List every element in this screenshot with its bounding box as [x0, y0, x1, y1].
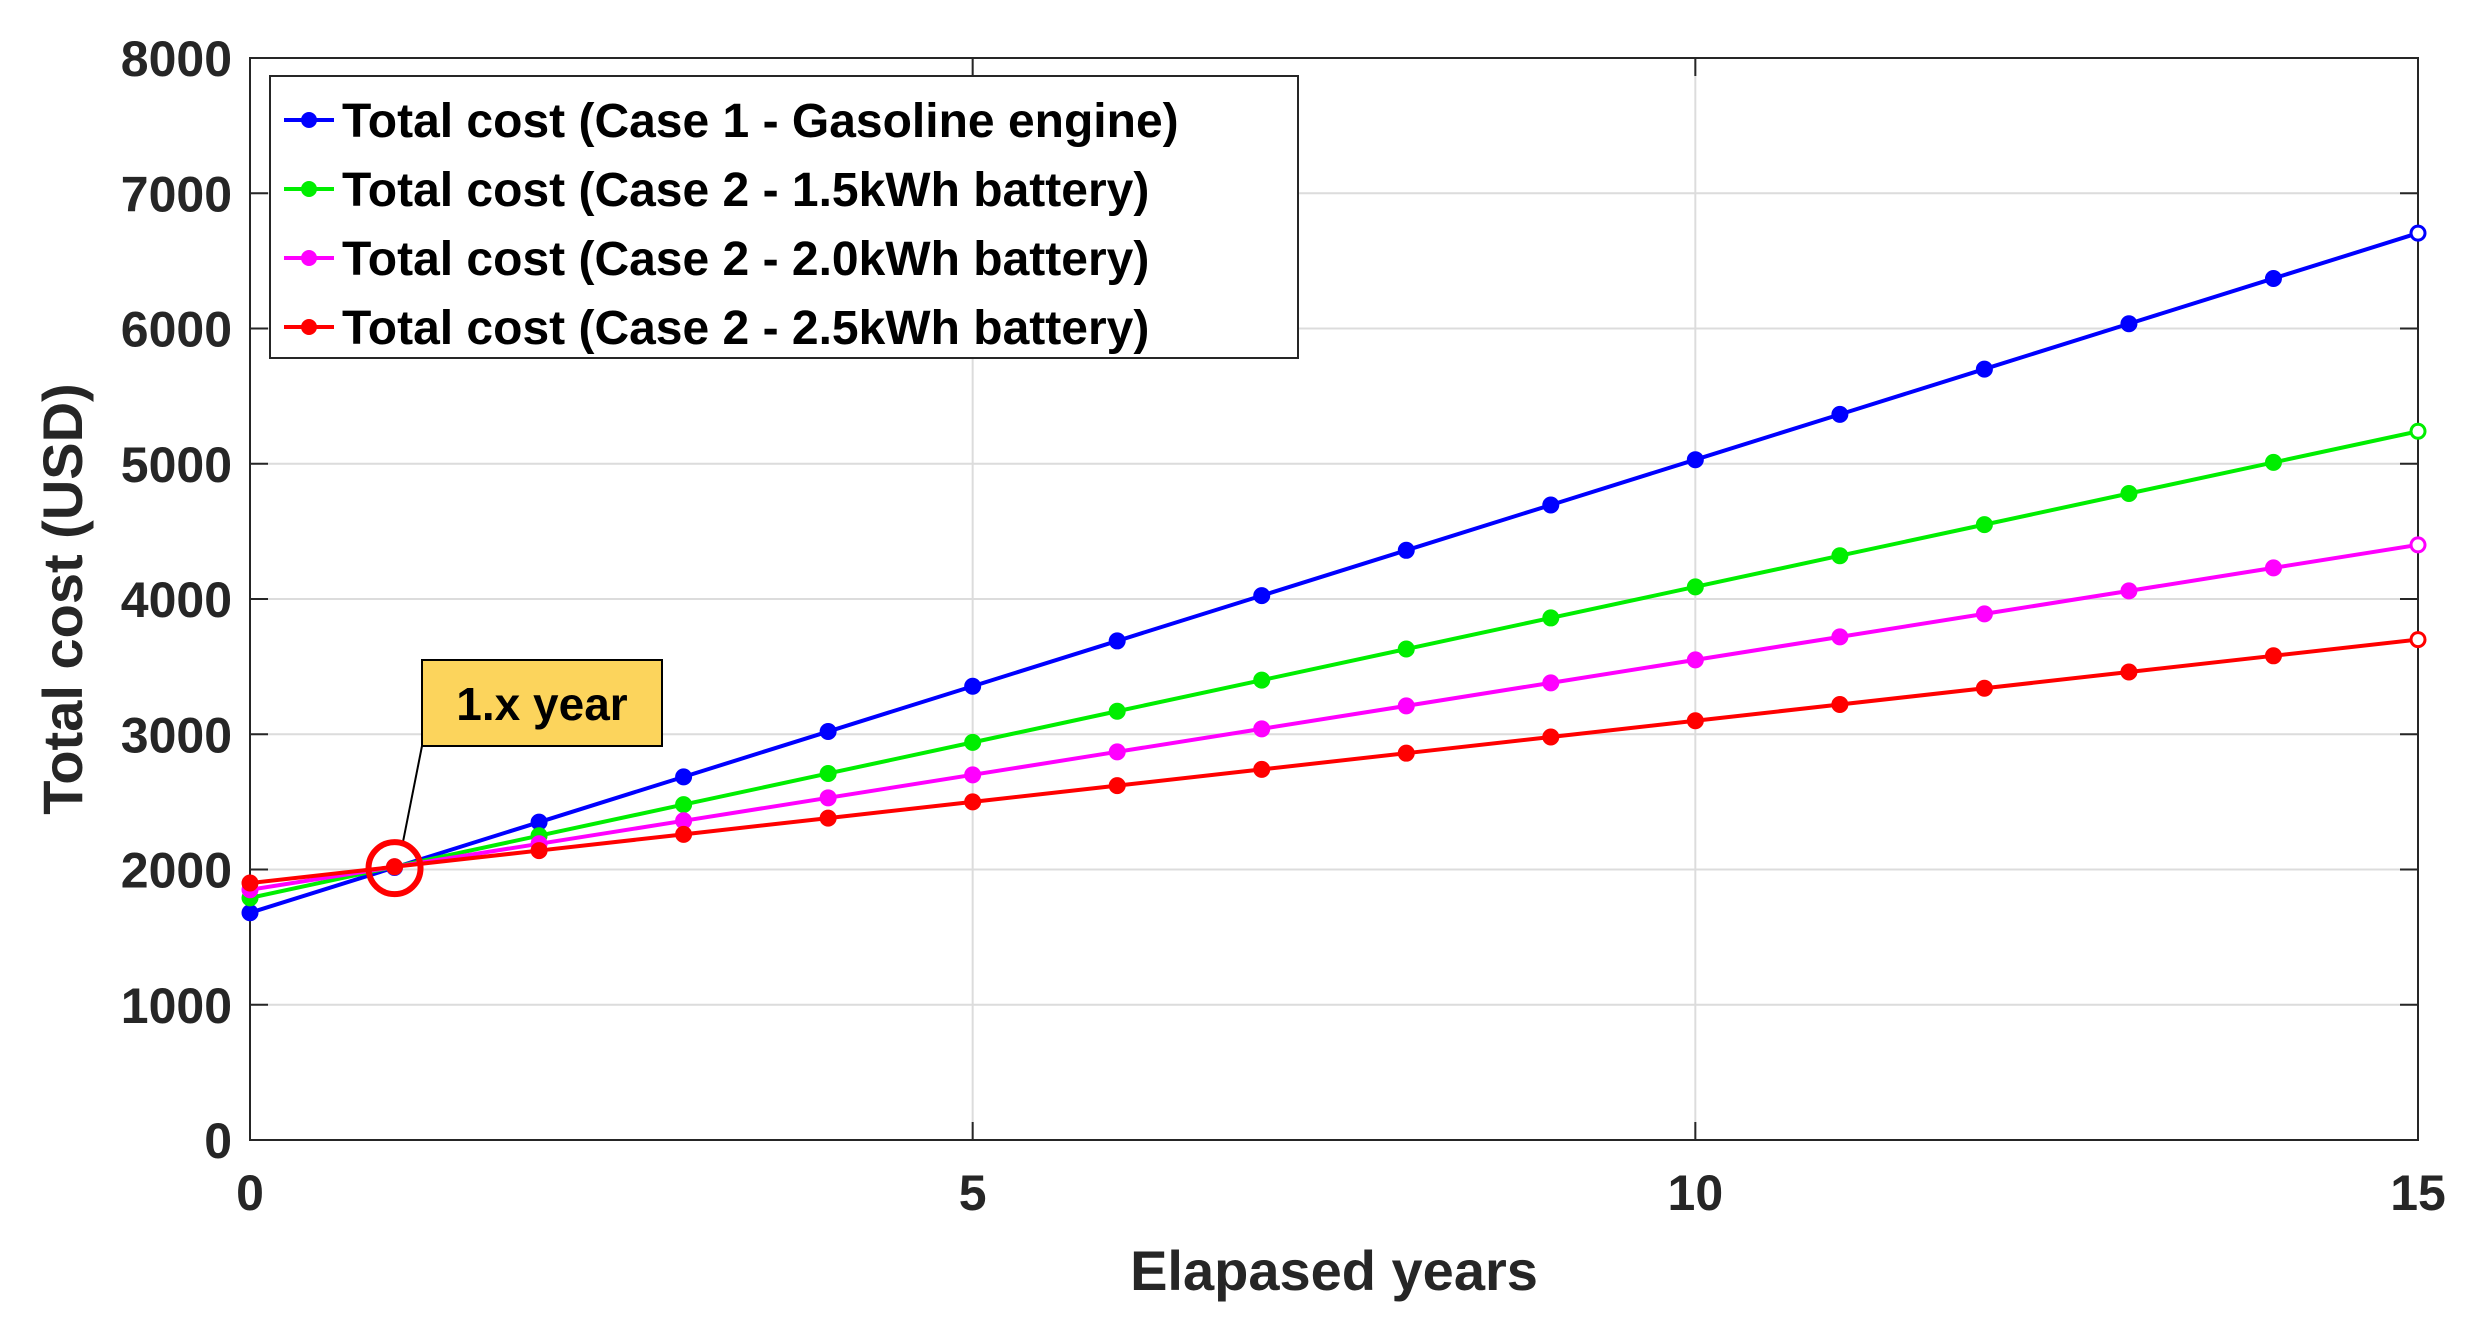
x-tick-label: 10 [1668, 1165, 1724, 1221]
data-point [1542, 496, 1560, 514]
data-point [2409, 224, 2427, 242]
legend-entry: Total cost (Case 1 - Gasoline engine) [342, 95, 1179, 148]
data-point [1686, 651, 1704, 669]
data-point [1253, 671, 1271, 689]
data-point [819, 764, 837, 782]
series-line [249, 637, 2419, 886]
data-point [819, 789, 837, 807]
data-point [964, 733, 982, 751]
data-point [1686, 578, 1704, 596]
annotation: 1.x year [365, 659, 663, 898]
data-point [2264, 269, 2282, 287]
data-point [2264, 647, 2282, 665]
data-point [2264, 559, 2282, 577]
data-point [1108, 632, 1126, 650]
data-point [2409, 631, 2427, 649]
annotation-leader-line [401, 745, 423, 845]
data-point [1253, 760, 1271, 778]
series-line [249, 542, 2419, 892]
data-point [1397, 541, 1415, 559]
tick-marks [249, 57, 2419, 1141]
y-axis-title: Total cost (USD) [31, 383, 94, 814]
data-point [1975, 360, 1993, 378]
data-point [819, 809, 837, 827]
data-point [1542, 609, 1560, 627]
y-tick-label: 0 [204, 1113, 232, 1169]
data-point [1542, 674, 1560, 692]
data-point [1975, 516, 1993, 534]
data-point [530, 842, 548, 860]
y-tick-label: 4000 [121, 572, 232, 628]
data-point [1108, 743, 1126, 761]
data-point [675, 796, 693, 814]
legend-box [269, 75, 1299, 359]
data-point [1831, 628, 1849, 646]
data-point [2120, 582, 2138, 600]
tick-labels: 0 5 10 15 0 1000 2000 3000 4000 5000 6000 7000 8000 [121, 31, 2446, 1221]
data-point [241, 874, 259, 892]
legend-entry: Total cost (Case 2 - 2.5kWh battery) [342, 302, 1149, 355]
data-point [2120, 663, 2138, 681]
legend-swatch-marker [301, 181, 317, 197]
data-point [964, 793, 982, 811]
x-tick-label: 0 [236, 1165, 264, 1221]
breakeven-marker [365, 839, 424, 898]
data-point [2120, 485, 2138, 503]
data-point [2409, 422, 2427, 440]
data-point [675, 812, 693, 830]
data-point [1542, 728, 1560, 746]
x-axis-title: Elapased years [1130, 1239, 1538, 1302]
series-line [249, 231, 2419, 915]
data-point [1397, 744, 1415, 762]
data-point [2264, 453, 2282, 471]
data-point [1397, 697, 1415, 715]
data-point [1108, 777, 1126, 795]
data-point [1831, 547, 1849, 565]
data-point [1975, 679, 1993, 697]
data-point [1397, 640, 1415, 658]
y-tick-label: 3000 [121, 707, 232, 763]
annotation-label: 1.x year [456, 678, 627, 730]
legend-swatch-marker [301, 112, 317, 128]
legend-swatch-marker [301, 319, 317, 335]
y-tick-label: 6000 [121, 302, 232, 358]
legend-entry: Total cost (Case 2 - 2.0kWh battery) [342, 233, 1149, 286]
legend-swatch-marker [301, 250, 317, 266]
data-point [1831, 405, 1849, 423]
y-tick-label: 7000 [121, 166, 232, 222]
data-point [2409, 536, 2427, 554]
data-point [1831, 695, 1849, 713]
y-tick-label: 5000 [121, 437, 232, 493]
y-tick-label: 1000 [121, 978, 232, 1034]
data-point [386, 858, 404, 876]
x-tick-label: 5 [959, 1165, 987, 1221]
data-point [675, 768, 693, 786]
x-tick-label: 15 [2390, 1165, 2446, 1221]
series-lines [241, 224, 2427, 922]
data-point [1975, 605, 1993, 623]
annotation-box [421, 659, 663, 747]
data-point [1253, 587, 1271, 605]
legend: Total cost (Case 1 - Gasoline engine) Tot… [269, 75, 1299, 359]
data-point [964, 677, 982, 695]
data-point [241, 904, 259, 922]
data-point [675, 825, 693, 843]
series-line [249, 429, 2419, 900]
data-point [2120, 315, 2138, 333]
y-tick-label: 8000 [121, 31, 232, 87]
data-point [964, 766, 982, 784]
y-tick-label: 2000 [121, 843, 232, 899]
data-point [1686, 451, 1704, 469]
data-point [1253, 720, 1271, 738]
data-point [1108, 702, 1126, 720]
legend-entry: Total cost (Case 2 - 1.5kWh battery) [342, 164, 1149, 217]
data-point [530, 813, 548, 831]
data-point [819, 723, 837, 741]
data-point [1686, 712, 1704, 730]
